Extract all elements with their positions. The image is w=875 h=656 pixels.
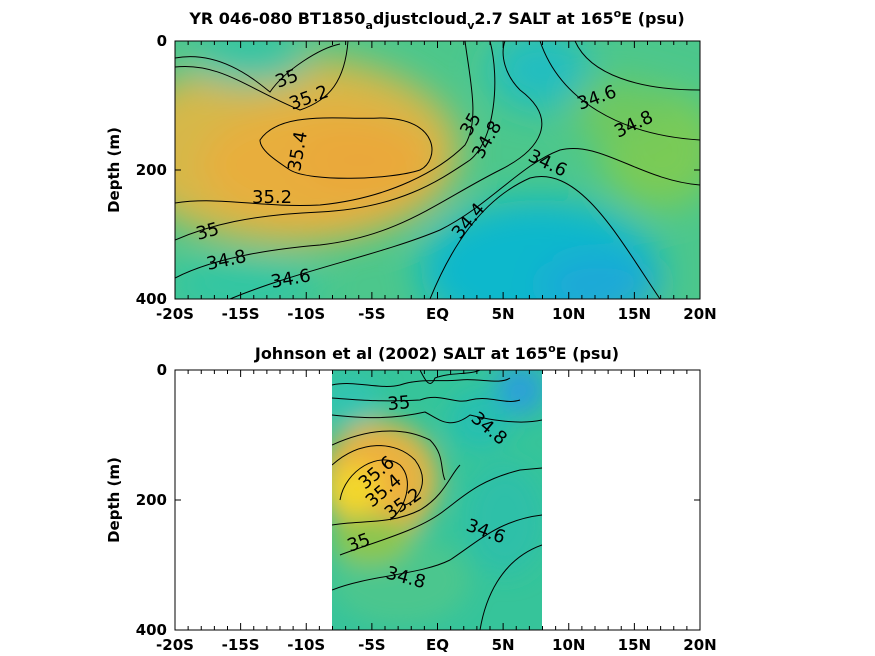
bottom-salinity-field [332, 370, 542, 630]
top-y-axis-label: Depth (m) [105, 127, 123, 213]
bottom-contour-lines [332, 370, 542, 630]
bottom-ticks: -20S -15S -10S -5S EQ 5N 10N 15N 20N 0 200 400 [136, 361, 717, 654]
top-x-tick-label: 15N [618, 305, 651, 323]
top-ticks: -20S -15S -10S -5S EQ 5N 10N 15N 20N 0 200 400 [136, 32, 717, 323]
contour-line [574, 41, 700, 91]
top-x-tick-label: EQ [426, 305, 449, 323]
contour-label: 35.2 [252, 187, 292, 208]
top-y-tick-label: 200 [136, 161, 167, 179]
contour-line [479, 544, 542, 630]
contour-line [175, 41, 349, 111]
contour-line [332, 430, 446, 481]
bottom-x-tick-label: -15S [222, 636, 260, 654]
bottom-y-tick-label: 0 [157, 361, 167, 379]
contour-line [339, 467, 542, 556]
bottom-y-tick-label: 200 [136, 491, 167, 509]
bottom-x-tick-label: 10N [552, 636, 585, 654]
contour-line [539, 41, 700, 141]
bottom-x-tick-label: -20S [156, 636, 194, 654]
bottom-x-tick-label: 20N [683, 636, 716, 654]
top-y-tick-label: 400 [136, 290, 167, 308]
top-x-tick-label: -15S [222, 305, 260, 323]
contour-line [229, 148, 700, 299]
bottom-x-tick-label: EQ [426, 636, 449, 654]
contour-line [332, 445, 423, 506]
top-y-tick-label: 0 [157, 32, 167, 50]
contour-line [419, 370, 481, 384]
contour-label: 35 [387, 392, 412, 415]
top-x-tick-label: -20S [156, 305, 194, 323]
contour-line [332, 411, 542, 424]
bottom-y-tick-label: 400 [136, 621, 167, 639]
top-x-tick-label: 10N [552, 305, 585, 323]
bottom-x-tick-label: 5N [492, 636, 515, 654]
top-contour-lines [175, 41, 700, 299]
top-x-tick-label: -5S [358, 305, 385, 323]
contour-line [429, 176, 661, 299]
top-x-tick-label: 20N [683, 305, 716, 323]
contour-line [339, 459, 408, 521]
contour-line [175, 41, 496, 241]
top-x-tick-label: -10S [287, 305, 325, 323]
contour-line [175, 41, 543, 279]
top-panel-title: YR 046-080 BT1850adjustcloudv2.7 SALT at… [188, 7, 684, 32]
top-salinity-field [175, 41, 700, 299]
contour-line [332, 464, 461, 526]
bottom-x-tick-label: -10S [287, 636, 325, 654]
contour-line [259, 117, 433, 179]
bottom-x-tick-label: 15N [618, 636, 651, 654]
bottom-panel: Johnson et al (2002) SALT at 165oE (psu) [105, 342, 717, 654]
top-panel: YR 046-080 BT1850adjustcloudv2.7 SALT at… [105, 7, 717, 323]
contour-line [332, 514, 542, 591]
bottom-panel-title: Johnson et al (2002) SALT at 165oE (psu) [254, 342, 619, 363]
contour-line [175, 43, 341, 93]
bottom-y-axis-label: Depth (m) [105, 457, 123, 543]
bottom-x-tick-label: -5S [358, 636, 385, 654]
contour-line [175, 41, 474, 206]
top-x-tick-label: 5N [492, 305, 515, 323]
contour-line [332, 396, 521, 402]
